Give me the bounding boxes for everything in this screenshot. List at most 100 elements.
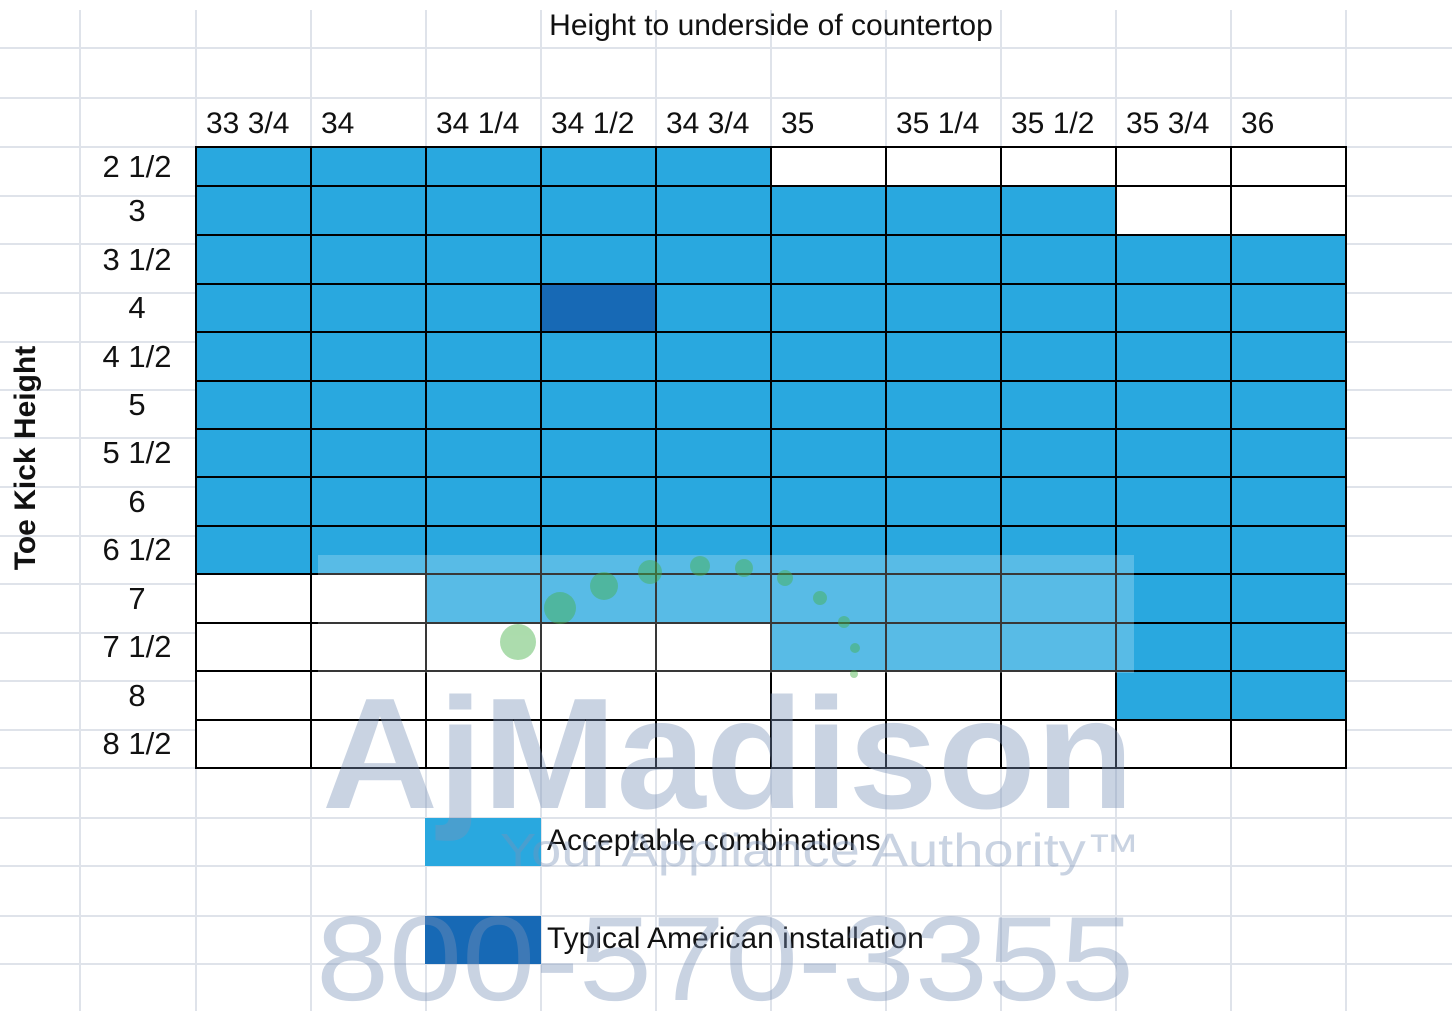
grid-cell-r4-c0 [195, 331, 312, 382]
grid-cell-r11-c7 [1000, 670, 1117, 721]
grid-cell-r8-c3 [540, 525, 657, 575]
row-header-6: 5 1/2 [102, 435, 172, 470]
row-header-12: 8 1/2 [102, 726, 172, 761]
grid-cell-r6-c6 [885, 428, 1002, 478]
grid-cell-r11-c2 [425, 670, 542, 721]
grid-cell-r4-c5 [770, 331, 887, 382]
grid-cell-r8-c2 [425, 525, 542, 575]
grid-cell-r2-c9 [1230, 234, 1347, 285]
grid-cell-r6-c7 [1000, 428, 1117, 478]
column-header-9: 36 [1241, 107, 1275, 140]
grid-cell-r0-c7 [1000, 146, 1117, 187]
column-header-0: 33 3/4 [206, 107, 290, 140]
grid-cell-r5-c1 [310, 380, 427, 430]
grid-cell-r1-c2 [425, 185, 542, 236]
y-axis-title: Toe Kick Height [9, 345, 42, 571]
grid-cell-r2-c0 [195, 234, 312, 285]
grid-cell-r2-c5 [770, 234, 887, 285]
grid-cell-r7-c9 [1230, 476, 1347, 527]
grid-cell-r11-c1 [310, 670, 427, 721]
grid-cell-r1-c8 [1115, 185, 1232, 236]
grid-cell-r0-c6 [885, 146, 1002, 187]
grid-cell-r12-c7 [1000, 719, 1117, 769]
grid-cell-r9-c0 [195, 573, 312, 624]
grid-cell-r8-c8 [1115, 525, 1232, 575]
grid-cell-r5-c8 [1115, 380, 1232, 430]
grid-cell-r5-c3 [540, 380, 657, 430]
grid-cell-r6-c3 [540, 428, 657, 478]
grid-cell-r5-c4 [655, 380, 772, 430]
grid-cell-r1-c5 [770, 185, 887, 236]
grid-cell-r3-c5 [770, 283, 887, 333]
grid-cell-r11-c6 [885, 670, 1002, 721]
grid-cell-r6-c8 [1115, 428, 1232, 478]
grid-cell-r12-c3 [540, 719, 657, 769]
grid-cell-r12-c0 [195, 719, 312, 769]
column-header-3: 34 1/2 [551, 107, 635, 140]
grid-cell-r10-c0 [195, 622, 312, 672]
grid-cell-r6-c4 [655, 428, 772, 478]
grid-cell-r5-c2 [425, 380, 542, 430]
grid-cell-r3-c1 [310, 283, 427, 333]
grid-cell-r6-c1 [310, 428, 427, 478]
grid-cell-r10-c3 [540, 622, 657, 672]
legend-swatch-acceptable [425, 818, 541, 866]
row-header-2: 3 1/2 [102, 242, 172, 277]
grid-cell-r12-c9 [1230, 719, 1347, 769]
grid-cell-r7-c0 [195, 476, 312, 527]
grid-cell-r10-c1 [310, 622, 427, 672]
grid-cell-r5-c7 [1000, 380, 1117, 430]
grid-cell-r3-c7 [1000, 283, 1117, 333]
row-header-3: 4 [128, 290, 146, 325]
grid-cell-r10-c6 [885, 622, 1002, 672]
grid-cell-r9-c7 [1000, 573, 1117, 624]
grid-cell-r9-c1 [310, 573, 427, 624]
grid-cell-r3-c8 [1115, 283, 1232, 333]
row-header-8: 6 1/2 [102, 532, 172, 567]
grid-cell-r4-c8 [1115, 331, 1232, 382]
grid-cell-r1-c4 [655, 185, 772, 236]
column-header-4: 34 3/4 [666, 107, 750, 140]
grid-cell-r6-c9 [1230, 428, 1347, 478]
row-header-0: 2 1/2 [102, 149, 172, 184]
legend-label-acceptable: Acceptable combinations [547, 824, 881, 857]
grid-cell-r8-c7 [1000, 525, 1117, 575]
grid-cell-r5-c9 [1230, 380, 1347, 430]
grid-cell-r11-c4 [655, 670, 772, 721]
grid-cell-r7-c7 [1000, 476, 1117, 527]
row-header-11: 8 [128, 678, 146, 713]
grid-cell-r11-c3 [540, 670, 657, 721]
legend-swatch-typical [425, 916, 541, 964]
grid-cell-r2-c8 [1115, 234, 1232, 285]
grid-cell-r7-c6 [885, 476, 1002, 527]
grid-cell-r7-c3 [540, 476, 657, 527]
grid-cell-r10-c8 [1115, 622, 1232, 672]
grid-cell-r2-c4 [655, 234, 772, 285]
grid-cell-r12-c2 [425, 719, 542, 769]
grid-cell-r0-c5 [770, 146, 887, 187]
grid-cell-r1-c7 [1000, 185, 1117, 236]
grid-cell-r3-c2 [425, 283, 542, 333]
grid-cell-r7-c1 [310, 476, 427, 527]
grid-cell-r2-c6 [885, 234, 1002, 285]
grid-cell-r8-c1 [310, 525, 427, 575]
grid-cell-r4-c7 [1000, 331, 1117, 382]
grid-cell-r4-c1 [310, 331, 427, 382]
grid-cell-r7-c2 [425, 476, 542, 527]
grid-cell-r5-c0 [195, 380, 312, 430]
column-header-6: 35 1/4 [896, 107, 980, 140]
grid-cell-r9-c5 [770, 573, 887, 624]
column-header-1: 34 [321, 107, 355, 140]
grid-cell-r4-c9 [1230, 331, 1347, 382]
grid-cell-r12-c8 [1115, 719, 1232, 769]
grid-cell-r8-c4 [655, 525, 772, 575]
grid-cell-r9-c8 [1115, 573, 1232, 624]
grid-cell-r9-c2 [425, 573, 542, 624]
grid-cell-r10-c9 [1230, 622, 1347, 672]
grid-cell-r7-c5 [770, 476, 887, 527]
grid-cell-r1-c1 [310, 185, 427, 236]
grid-cell-r10-c5 [770, 622, 887, 672]
grid-cell-r4-c2 [425, 331, 542, 382]
grid-cell-r9-c6 [885, 573, 1002, 624]
